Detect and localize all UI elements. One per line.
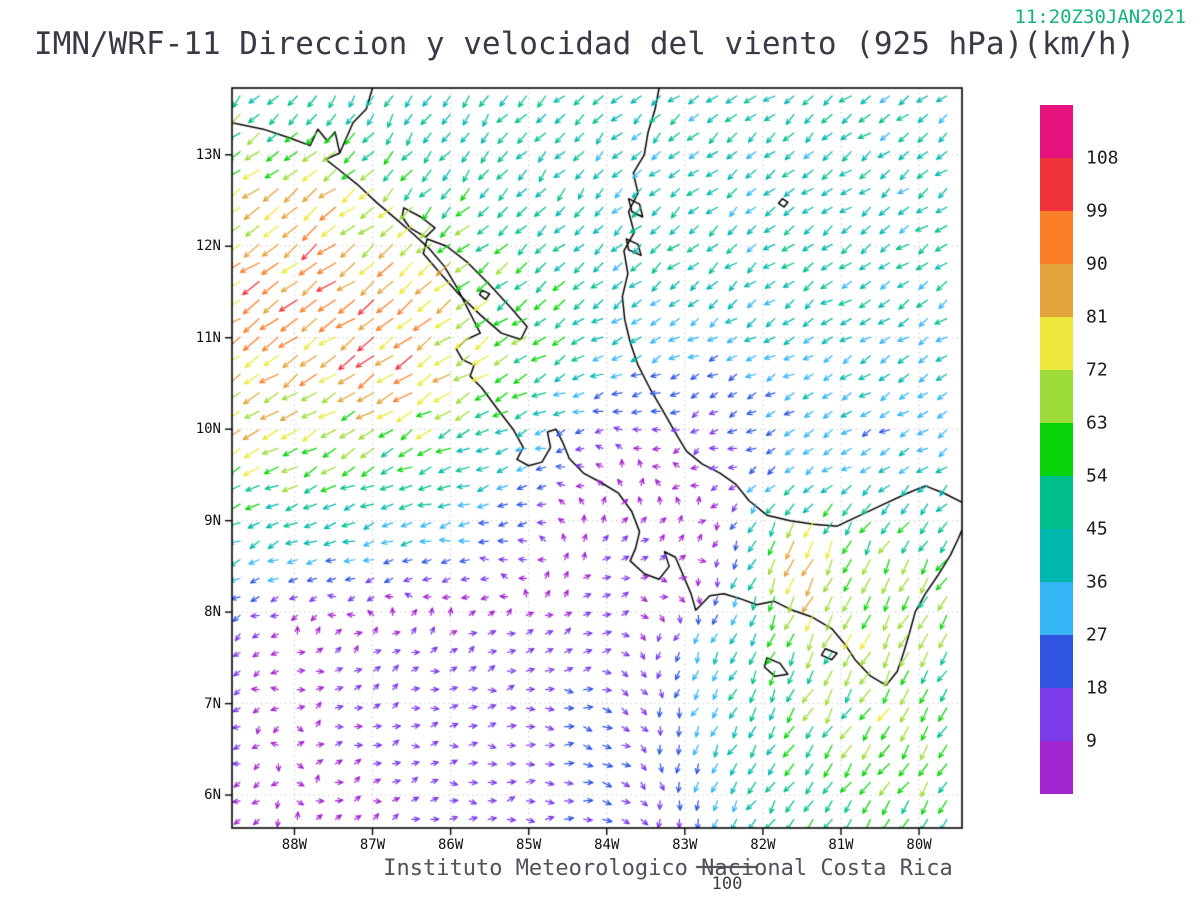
colorbar-segment (1040, 529, 1073, 582)
reference-vector-label: 100 (711, 874, 743, 894)
colorbar-segment (1040, 105, 1073, 158)
page-title: IMN/WRF-11 Direccion y velocidad del vie… (34, 26, 1136, 62)
colorbar-label: 9 (1086, 730, 1097, 752)
lat-tick-label: 9N (204, 512, 221, 529)
lon-tick-label: 83W (672, 837, 698, 853)
colorbar-segment (1040, 264, 1073, 317)
colorbar-label: 54 (1086, 465, 1108, 487)
colorbar-label: 108 (1086, 147, 1119, 169)
lon-tick-label: 85W (516, 837, 542, 853)
colorbar-label: 81 (1086, 306, 1108, 328)
colorbar-label: 72 (1086, 359, 1108, 381)
colorbar-segment (1040, 211, 1073, 264)
colorbar-segment (1040, 370, 1073, 423)
lat-tick-label: 13N (195, 146, 221, 163)
lat-tick-label: 11N (195, 329, 221, 346)
lon-tick-label: 82W (750, 837, 776, 853)
lon-tick-label: 80W (906, 837, 932, 853)
lon-tick-label: 87W (359, 837, 386, 853)
colorbar-segment (1040, 476, 1073, 529)
lat-tick-label: 7N (204, 695, 221, 712)
lon-tick-label: 86W (437, 837, 464, 853)
colorbar-segment (1040, 582, 1073, 635)
colorbar-label: 36 (1086, 571, 1108, 593)
timestamp: 11:20Z30JAN2021 (1014, 6, 1186, 28)
colorbar-label: 45 (1086, 518, 1108, 540)
lon-tick-label: 84W (594, 837, 620, 853)
colorbar-segment (1040, 635, 1073, 688)
caption: Instituto Meteorologico Nacional Costa R… (383, 856, 953, 881)
colorbar-segment (1040, 741, 1073, 794)
colorbar-label: 27 (1086, 624, 1108, 646)
colorbar-label: 63 (1086, 412, 1108, 434)
lat-tick-label: 12N (195, 238, 221, 255)
lon-tick-label: 81W (828, 837, 854, 853)
colorbar-segment (1040, 158, 1073, 211)
lat-tick-label: 10N (195, 421, 221, 438)
colorbar-label: 99 (1086, 200, 1108, 222)
lat-tick-label: 8N (204, 604, 221, 621)
colorbar-segment (1040, 423, 1073, 476)
colorbar-label: 18 (1086, 677, 1108, 699)
lat-tick-label: 6N (204, 787, 221, 804)
colorbar-segment (1040, 317, 1073, 370)
colorbar-label: 90 (1086, 253, 1108, 275)
colorbar-segment (1040, 688, 1073, 741)
lon-tick-label: 88W (281, 837, 308, 853)
